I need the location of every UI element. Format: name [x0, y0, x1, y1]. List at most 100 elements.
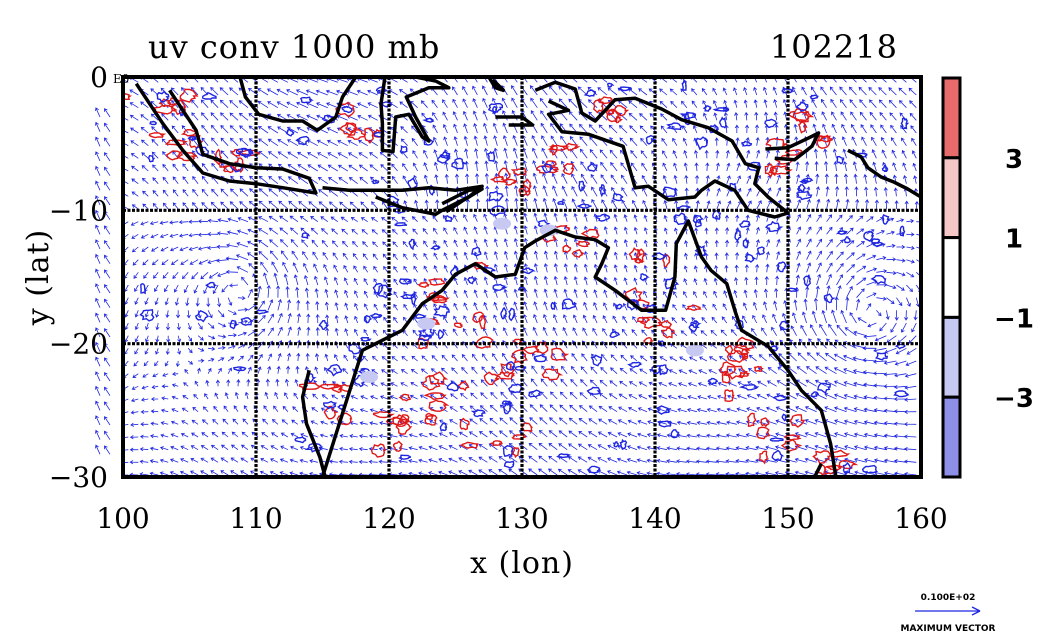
wind-vector [753, 288, 758, 298]
wind-vector [613, 213, 618, 222]
wind-vector [533, 301, 538, 311]
wind-vector [227, 297, 233, 306]
wind-vector [433, 161, 438, 172]
wind-vector [579, 392, 588, 400]
wind-vector [490, 379, 498, 387]
wind-vector [894, 360, 907, 366]
wind-vector [577, 456, 588, 463]
wind-vector [726, 200, 732, 210]
wind-vector [509, 417, 518, 425]
wind-vector [344, 328, 349, 336]
wind-vector [301, 239, 309, 248]
wind-vector [735, 459, 747, 464]
wind-vector [226, 243, 239, 248]
wind-vector [219, 99, 229, 108]
wind-vector [483, 301, 488, 311]
wind-vector-margin [95, 283, 101, 294]
wind-vector [431, 99, 438, 108]
wind-vector [541, 365, 548, 374]
positive-contour [562, 163, 575, 176]
wind-vector [610, 367, 618, 374]
wind-vector [182, 163, 189, 172]
wind-vector [465, 198, 470, 210]
wind-vector [909, 100, 917, 108]
wind-vector [201, 201, 209, 210]
wind-vector [310, 227, 319, 235]
wind-vector [876, 282, 888, 287]
wind-vector [312, 251, 319, 260]
positive-contour [179, 88, 199, 103]
wind-vector [514, 185, 519, 197]
wind-vector-margin [95, 151, 101, 162]
wind-vector [275, 378, 280, 387]
negative-contour [503, 460, 515, 469]
wind-vector [765, 406, 777, 413]
wind-vector [816, 273, 822, 286]
wind-vector [298, 201, 309, 210]
wind-vector [470, 379, 478, 387]
positive-contour [222, 165, 237, 174]
negative-contour [489, 205, 506, 217]
positive-contour [319, 383, 342, 390]
negative-contour [201, 91, 217, 100]
wind-vector [225, 269, 239, 274]
wind-vector [573, 238, 578, 248]
wind-vector [481, 353, 488, 362]
wind-vector [590, 173, 598, 184]
wind-vector [432, 329, 438, 336]
wind-vector [237, 331, 248, 337]
positive-contour [550, 347, 570, 361]
wind-vector [883, 360, 897, 365]
wind-vector [572, 314, 578, 324]
wind-vector [610, 161, 618, 172]
wind-vector [267, 327, 274, 336]
wind-vector [164, 360, 169, 367]
coast-lesser-sunda [322, 184, 484, 217]
wind-vector [549, 391, 558, 400]
positive-contour [643, 336, 654, 346]
wind-vector-margin [104, 298, 111, 308]
wind-vector [758, 354, 767, 362]
negative-contour [612, 441, 619, 448]
wind-vector [579, 136, 588, 146]
negative-contour [194, 309, 209, 323]
wind-vector [320, 420, 328, 425]
negative-contour [900, 117, 910, 130]
wind-vector [328, 459, 338, 464]
wind-vector [239, 138, 249, 146]
wind-vector [141, 246, 149, 252]
wind-vector [472, 98, 478, 108]
wind-vector [603, 302, 608, 311]
wind-vector [705, 446, 717, 451]
negative-contour [702, 105, 712, 112]
wind-vector [372, 253, 379, 260]
wind-vector [359, 176, 368, 185]
wind-vector [207, 259, 219, 264]
wind-vector [388, 433, 398, 438]
wind-vector [834, 457, 847, 463]
wind-vector [488, 469, 498, 476]
wind-vector [834, 444, 847, 451]
wind-vector [637, 432, 648, 438]
wind-vector [569, 136, 578, 146]
wind-vector [530, 97, 538, 108]
wind-vector [607, 444, 618, 451]
wind-vector [796, 226, 802, 235]
wind-vector [501, 97, 508, 108]
wind-vector-margin [95, 165, 101, 176]
wind-vector [824, 406, 837, 413]
wind-vector [461, 366, 468, 374]
wind-vector [207, 232, 219, 237]
wind-vector [856, 288, 865, 298]
wind-vector [806, 226, 812, 235]
wind-vector-margin [104, 342, 111, 352]
wind-vector [213, 405, 219, 412]
wind-vector [539, 417, 548, 425]
negative-contour [372, 282, 384, 295]
wind-vector [873, 433, 887, 438]
negative-shaded-patch [685, 344, 704, 357]
wind-vector [734, 277, 739, 286]
wind-vector [856, 298, 861, 311]
wind-vector [402, 228, 408, 235]
negative-contour [299, 96, 314, 104]
